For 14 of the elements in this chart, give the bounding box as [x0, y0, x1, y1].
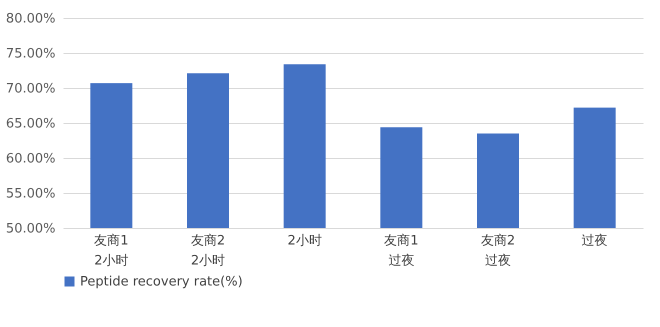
y-tick-label: 50.00% [6, 222, 56, 236]
x-tick-label: 友商2 过夜 [480, 234, 516, 268]
y-tick-label: 75.00% [6, 46, 56, 62]
x-tick-label: 2小时 [288, 234, 322, 248]
y-tick-label: 65.00% [6, 116, 56, 132]
y-tick-label: 60.00% [6, 152, 56, 166]
x-tick-label: 过夜 [582, 232, 608, 248]
legend-label: Peptide recovery rate(%) [80, 274, 243, 290]
y-tick-label: 80.00% [6, 12, 56, 26]
y-tick-label: 55.00% [6, 186, 56, 202]
y-tick-label: 70.00% [6, 82, 56, 96]
x-tick-label: 友商2 2小时 [190, 234, 226, 268]
x-tick-label: 友商1 过夜 [384, 234, 418, 268]
x-tick-label: 友商1 2小时 [94, 234, 128, 268]
